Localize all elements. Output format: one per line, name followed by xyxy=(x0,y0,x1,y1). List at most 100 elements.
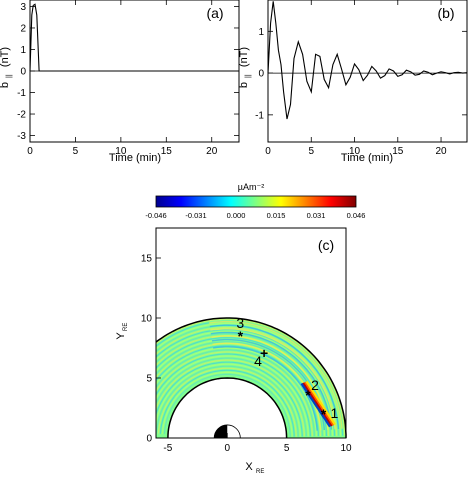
wave-stripe xyxy=(156,357,307,437)
panel-c-xtick-label: 5 xyxy=(284,443,290,454)
panel-c-frame xyxy=(155,227,347,439)
panel-c-ticks: -5 0 5 10 0 5 10 15 xyxy=(141,254,352,455)
panel-a-ticks: 0 5 10 15 20 -3 -2 -1 0 1 2 3 xyxy=(17,0,239,157)
panel-a-ytick-label: 3 xyxy=(20,2,26,13)
panel-b-ytick-label: 0 xyxy=(258,69,264,80)
current-band xyxy=(304,381,335,426)
wave-stripe xyxy=(156,331,334,436)
panel-c-label: (c) xyxy=(318,237,334,253)
panel-b-ytick-label: 1 xyxy=(258,27,264,38)
panel-c-outer-boundary xyxy=(155,317,347,438)
panel-c-wave-stripes xyxy=(156,318,346,437)
panel-c-inner-boundary xyxy=(167,377,288,439)
panel-a-xtick-label: 20 xyxy=(206,146,218,157)
panel-c-ylabel: Y RE xyxy=(115,323,129,340)
colorbar-tick-label: 0.031 xyxy=(307,211,326,220)
panel-c-ytick-label: 10 xyxy=(141,314,153,325)
panel-a-ytick-label: 0 xyxy=(20,67,26,78)
wave-stripe-strong xyxy=(209,320,343,429)
wave-stripe xyxy=(156,333,332,436)
panel-a-xtick-label: 0 xyxy=(27,146,33,157)
colorbar-bar xyxy=(155,195,357,208)
colorbar-tick-label: -0.031 xyxy=(185,211,206,220)
panel-a-ytick-label: -2 xyxy=(17,110,26,121)
panel-c-markers: * 1*2*3+4 xyxy=(236,315,338,422)
current-band xyxy=(302,382,333,427)
wave-stripe-strong xyxy=(211,335,329,430)
panel-b-xtick-label: 5 xyxy=(308,146,314,157)
wave-stripe xyxy=(163,373,291,437)
marker-label-3: 3 xyxy=(236,315,244,331)
panel-a-ylabel-sub: || xyxy=(6,74,13,78)
marker-label-4: 4 xyxy=(254,353,262,369)
current-band xyxy=(300,382,331,428)
panel-a-xlabel: Time (min) xyxy=(109,152,161,164)
panel-b-xlabel: Time (min) xyxy=(341,152,393,164)
panel-b-frame xyxy=(267,0,468,143)
panel-b-ticks: 0 5 10 15 20 -1 0 1 xyxy=(255,0,467,157)
panel-a-ytick-label: -3 xyxy=(17,131,26,142)
panel-c-ytick-label: 5 xyxy=(146,374,152,385)
panel-c-xtick-label: 0 xyxy=(224,443,230,454)
wave-stripe-strong xyxy=(209,324,340,430)
wave-stripe xyxy=(156,349,315,437)
marker-label-1: 1 xyxy=(331,405,339,421)
panel-b-ylabel-sub: || xyxy=(245,74,252,78)
colorbar: µAm⁻² -0.046 -0.031 0.000 0.015 0.031 0.046 xyxy=(145,182,365,220)
panel-c-xtick-label: 10 xyxy=(340,443,352,454)
colorbar-tick-label: 0.000 xyxy=(227,211,246,220)
earth-icon xyxy=(213,424,241,439)
wave-stripe xyxy=(156,318,346,436)
panel-a-ytick-label: -1 xyxy=(17,88,26,99)
panel-c-ylabel-main: Y xyxy=(115,332,127,340)
panel-a-ylabel: b || (nT) xyxy=(0,47,13,88)
marker-symbol-1: * xyxy=(321,406,327,422)
wave-stripe xyxy=(156,353,311,437)
panel-a-ytick-label: 2 xyxy=(20,23,26,34)
panel-b-ylabel: b || (nT) xyxy=(238,47,252,88)
wave-stripe xyxy=(156,337,328,437)
marker-symbol-4: + xyxy=(260,345,268,361)
panel-c-ytick-label: 15 xyxy=(141,254,153,265)
wave-stripe xyxy=(156,322,342,436)
wave-stripe xyxy=(156,347,317,437)
panel-a-ylabel-unit: (nT) xyxy=(0,47,11,67)
marker-symbol-3: * xyxy=(238,328,244,344)
wave-stripe xyxy=(157,367,297,437)
wave-stripe xyxy=(156,355,309,437)
wave-stripe xyxy=(156,326,338,436)
earth-night-side xyxy=(214,424,228,438)
panel-a-ylabel-main: b xyxy=(0,82,11,88)
colorbar-tick-label: 0.046 xyxy=(347,211,366,220)
marker-label-2: 2 xyxy=(311,377,319,393)
panel-c-xlabel: X RE xyxy=(245,461,264,475)
panel-b-label: (b) xyxy=(437,5,454,21)
panel-a-xtick-label: 10 xyxy=(115,146,127,157)
wave-stripe-strong xyxy=(210,328,336,430)
panel-c-xlabel-sub: RE xyxy=(256,469,264,475)
wave-stripe xyxy=(161,371,293,437)
panel-c-ylabel-sub: RE xyxy=(123,323,129,331)
wave-stripe xyxy=(156,359,305,437)
marker-symbol-2: * xyxy=(305,387,311,403)
wave-stripe-strong xyxy=(210,331,333,430)
panel-b-xtick-label: 20 xyxy=(435,146,447,157)
wave-stripe xyxy=(159,369,295,437)
panel-a-series-line xyxy=(29,3,239,72)
panel-b-ylabel-unit: (nT) xyxy=(238,47,250,67)
panel-a-chart: 0 5 10 15 20 -3 -2 -1 0 1 2 3 (a) Time (min) b || (… xyxy=(0,0,240,164)
panel-c-xlabel-main: X xyxy=(245,461,253,473)
panel-b-xtick-label: 15 xyxy=(392,146,404,157)
panel-c-xtick-label: -5 xyxy=(163,443,172,454)
panel-a-xtick-label: 5 xyxy=(73,146,79,157)
panel-b-xtick-label: 10 xyxy=(349,146,361,157)
panel-b-chart: 0 5 10 15 20 -1 0 1 (b) Time (min) b || (nT) xyxy=(238,0,468,164)
panel-b-series-line xyxy=(267,1,468,120)
panel-a-ytick-label: 1 xyxy=(20,45,26,56)
colorbar-tick-label: -0.046 xyxy=(145,211,166,220)
panel-b-ylabel-main: b xyxy=(238,82,250,88)
wave-stripe-strong xyxy=(213,346,318,431)
current-band xyxy=(305,380,336,426)
